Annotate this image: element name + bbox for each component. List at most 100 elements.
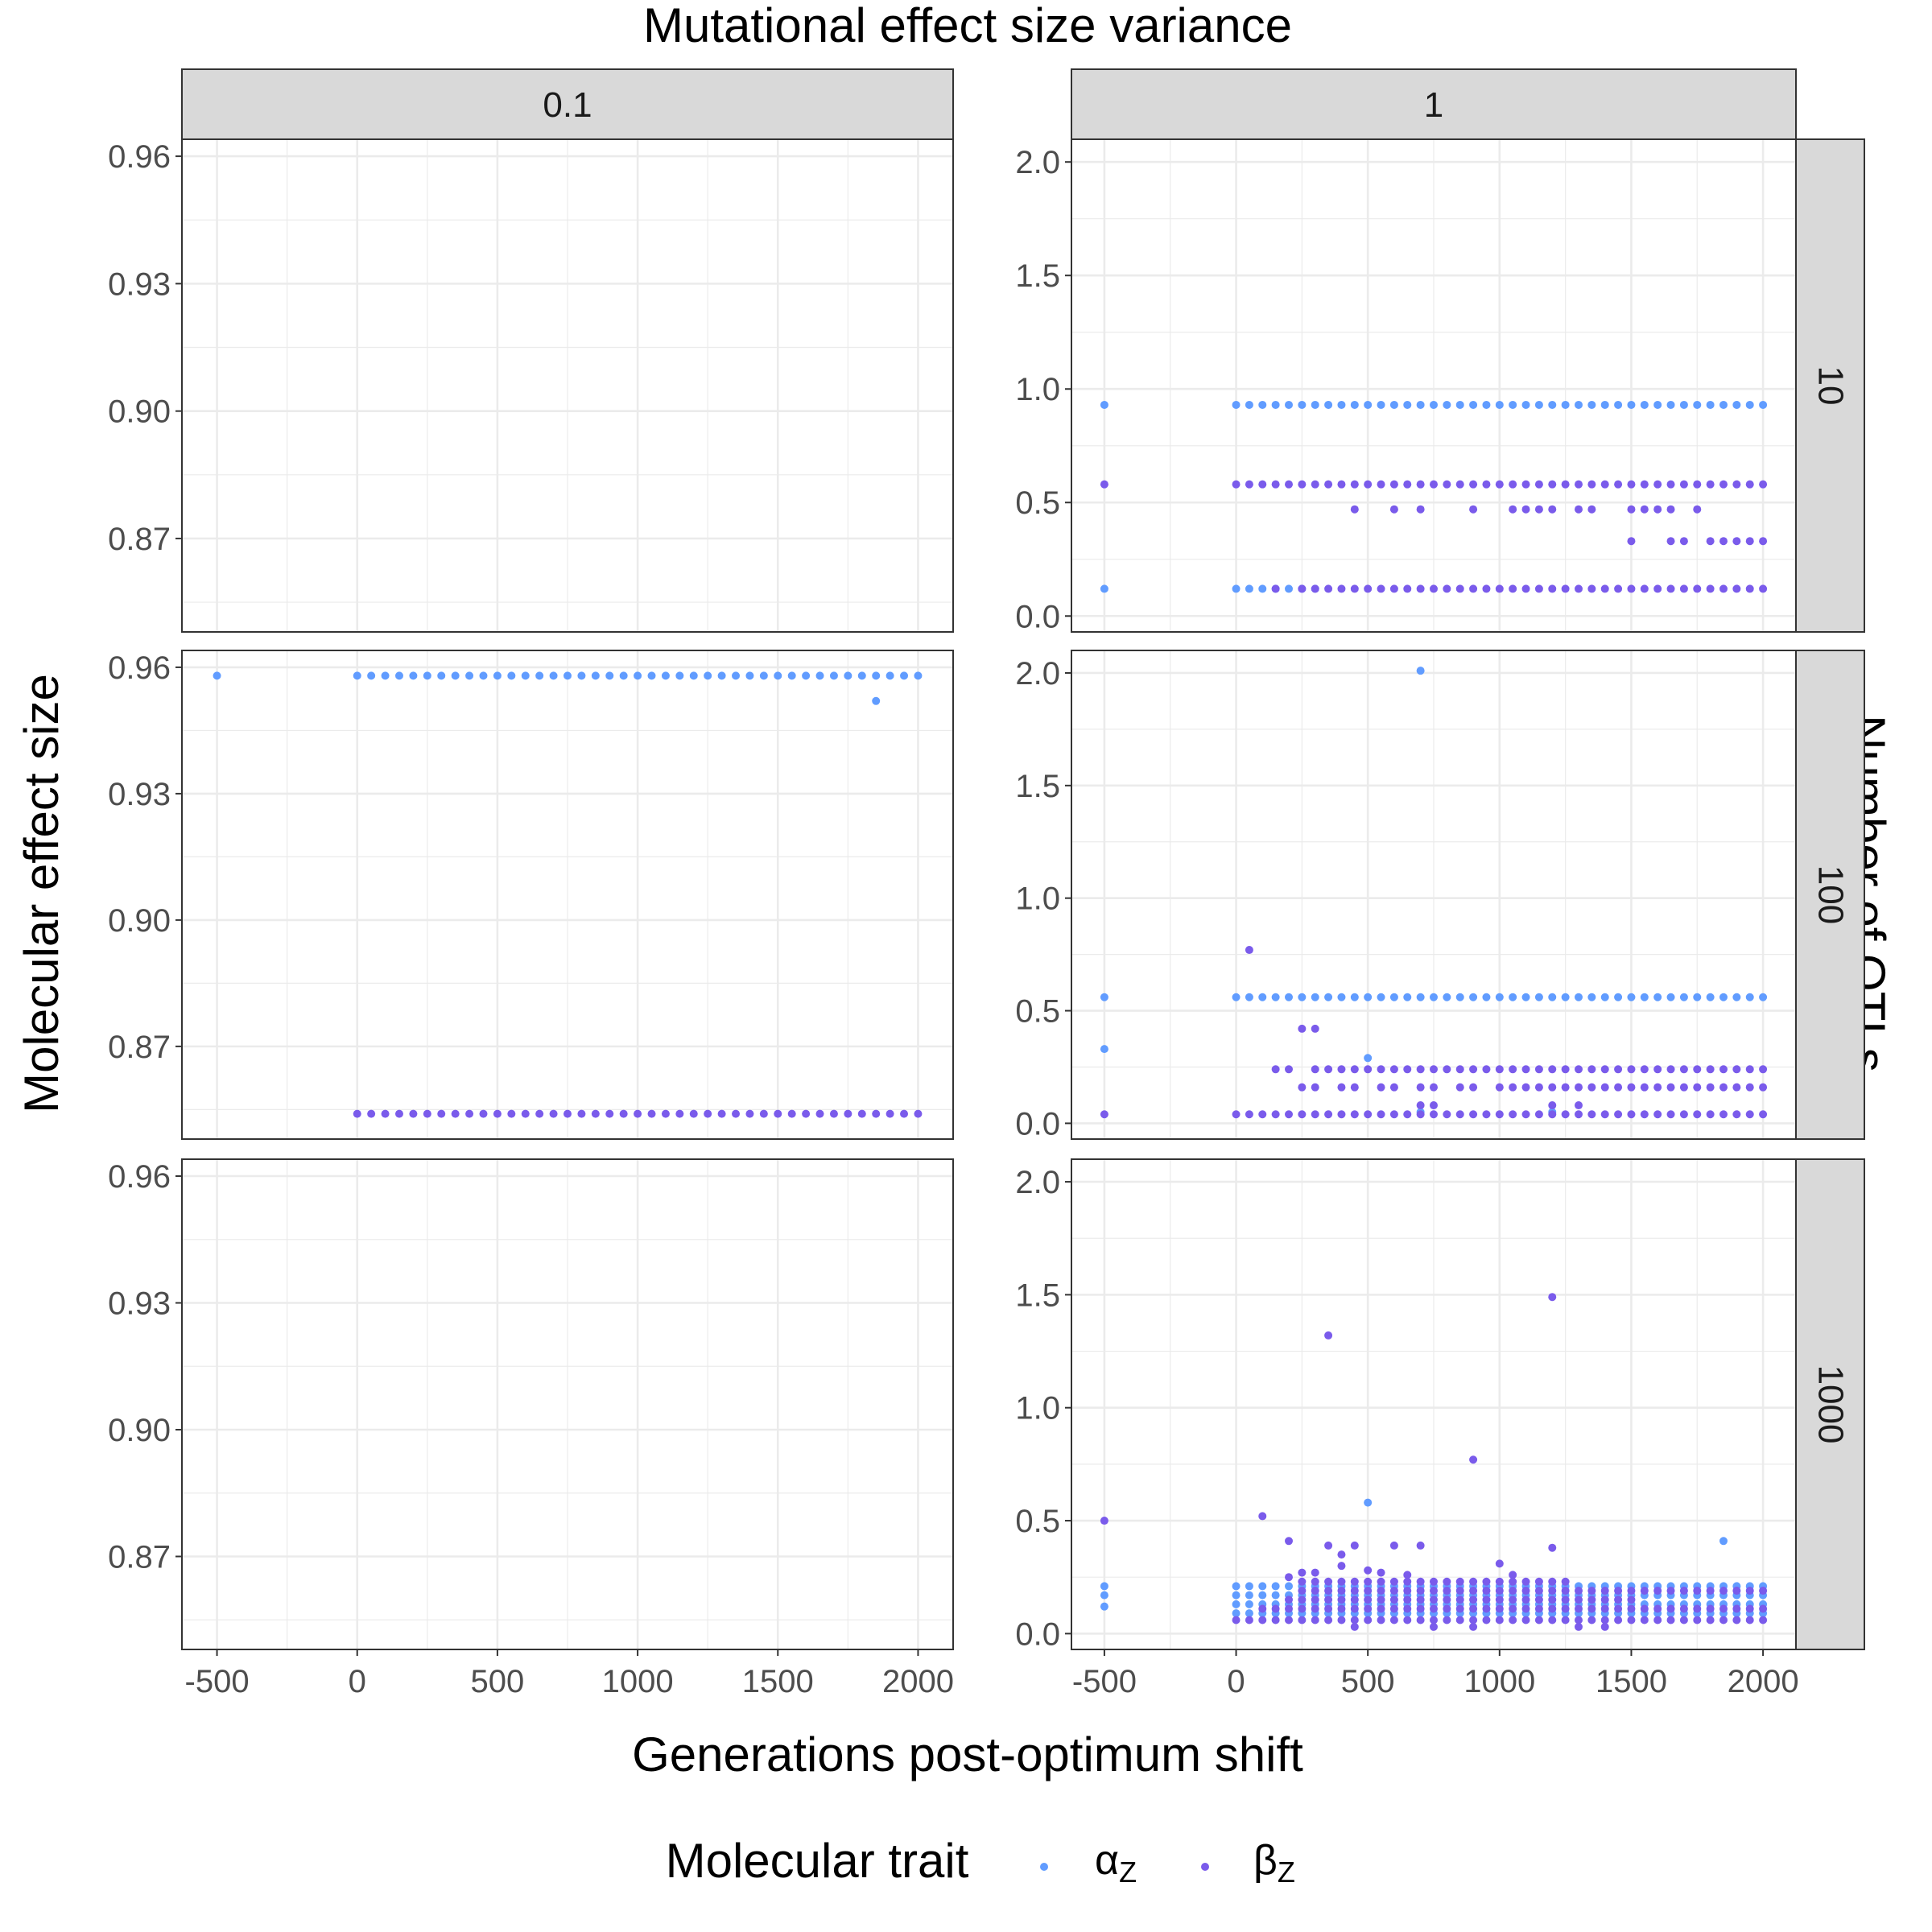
data-point-beta bbox=[1706, 1587, 1715, 1596]
data-point-alpha bbox=[1548, 400, 1557, 409]
data-point-beta bbox=[1245, 1616, 1253, 1624]
y-tick-label: 0.5 bbox=[1015, 485, 1060, 521]
data-point-beta bbox=[1666, 584, 1675, 593]
data-point-alpha bbox=[1100, 400, 1108, 409]
data-point-alpha bbox=[732, 671, 741, 680]
data-point-alpha bbox=[1403, 993, 1412, 1001]
data-point-beta bbox=[759, 1109, 768, 1118]
data-point-alpha bbox=[1759, 400, 1768, 409]
data-point-alpha bbox=[1364, 993, 1373, 1001]
data-point-beta bbox=[1389, 1083, 1398, 1092]
data-point-beta bbox=[1455, 480, 1464, 489]
data-point-beta bbox=[1430, 1065, 1438, 1074]
y-tick-label: 1.5 bbox=[1015, 1278, 1060, 1313]
data-point-beta bbox=[1311, 1587, 1319, 1596]
panel-border bbox=[181, 138, 954, 633]
data-point-alpha bbox=[1311, 993, 1319, 1001]
data-point-beta bbox=[1640, 1065, 1649, 1074]
data-point-beta bbox=[1627, 537, 1636, 546]
data-point-beta bbox=[1679, 1616, 1688, 1624]
data-point-alpha bbox=[1430, 993, 1438, 1001]
data-point-beta bbox=[1324, 1331, 1333, 1340]
data-point-beta bbox=[1298, 480, 1307, 489]
data-point-beta bbox=[1350, 584, 1359, 593]
data-point-beta bbox=[1311, 1083, 1319, 1092]
y-tick-label: 1.0 bbox=[1015, 881, 1060, 917]
data-point-alpha bbox=[451, 671, 460, 680]
data-point-beta bbox=[1350, 1622, 1359, 1631]
data-point-beta bbox=[1364, 1566, 1373, 1575]
data-point-beta bbox=[1430, 1110, 1438, 1119]
data-point-beta bbox=[1548, 1293, 1557, 1302]
data-point-beta bbox=[1495, 1110, 1504, 1119]
data-point-alpha bbox=[1350, 993, 1359, 1001]
y-tick-label: 0.87 bbox=[108, 522, 171, 557]
data-point-beta bbox=[1495, 1587, 1504, 1596]
data-point-beta bbox=[1548, 1065, 1557, 1074]
data-point-beta bbox=[634, 1109, 642, 1118]
data-point-beta bbox=[1666, 1065, 1675, 1074]
y-tick-label: 2.0 bbox=[1015, 145, 1060, 180]
data-point-beta bbox=[1455, 1596, 1464, 1604]
data-point-alpha bbox=[1271, 993, 1280, 1001]
data-point-beta bbox=[1389, 1587, 1398, 1596]
data-point-beta bbox=[1732, 1110, 1741, 1119]
data-point-beta bbox=[787, 1109, 796, 1118]
data-point-beta bbox=[1666, 1604, 1675, 1613]
data-point-beta bbox=[1311, 584, 1319, 593]
data-point-beta bbox=[1258, 1604, 1267, 1613]
data-point-beta bbox=[1706, 1616, 1715, 1624]
data-point-beta bbox=[1469, 1604, 1478, 1613]
data-point-alpha bbox=[1100, 1602, 1108, 1611]
data-point-beta bbox=[1653, 584, 1662, 593]
data-point-beta bbox=[1337, 1083, 1346, 1092]
data-point-beta bbox=[1364, 1577, 1373, 1586]
data-point-beta bbox=[1679, 584, 1688, 593]
data-point-beta bbox=[1666, 1083, 1675, 1092]
data-point-beta bbox=[1759, 1110, 1768, 1119]
data-point-beta bbox=[1693, 1110, 1702, 1119]
data-point-beta bbox=[1706, 537, 1715, 546]
data-point-beta bbox=[1693, 1065, 1702, 1074]
y-tick-label: 0.96 bbox=[108, 1159, 171, 1195]
y-tick-label: 0.87 bbox=[108, 1030, 171, 1065]
data-point-beta bbox=[1416, 1083, 1425, 1092]
data-point-beta bbox=[1693, 1616, 1702, 1624]
data-point-beta bbox=[1285, 1604, 1293, 1613]
data-point-beta bbox=[1575, 1065, 1583, 1074]
data-point-beta bbox=[1534, 505, 1543, 514]
facet-panel: 0.87 0.90 0.93 0.96 -500 0 500 1000 1500 2000 bbox=[108, 1158, 954, 1699]
data-point-alpha bbox=[787, 671, 796, 680]
data-point-beta bbox=[1719, 1616, 1728, 1624]
data-point-beta bbox=[1587, 1587, 1596, 1596]
data-point-beta bbox=[1364, 1065, 1373, 1074]
data-point-alpha bbox=[423, 671, 431, 680]
data-point-alpha bbox=[900, 671, 909, 680]
data-point-beta bbox=[1693, 480, 1702, 489]
data-point-alpha bbox=[1245, 1582, 1253, 1591]
data-point-alpha bbox=[1732, 400, 1741, 409]
data-point-beta bbox=[1469, 1622, 1478, 1631]
data-point-beta bbox=[1100, 1110, 1108, 1119]
data-point-beta bbox=[1364, 1604, 1373, 1613]
panel-border bbox=[1071, 650, 1797, 1140]
data-point-alpha bbox=[1403, 400, 1412, 409]
data-point-alpha bbox=[381, 671, 390, 680]
data-point-alpha bbox=[844, 671, 852, 680]
data-point-alpha bbox=[1719, 993, 1728, 1001]
data-point-alpha bbox=[1311, 400, 1319, 409]
data-point-beta bbox=[1430, 1587, 1438, 1596]
data-point-beta bbox=[1443, 584, 1451, 593]
y-tick-label: 0.0 bbox=[1015, 599, 1060, 634]
data-point-beta bbox=[1285, 1573, 1293, 1582]
data-point-beta bbox=[1548, 1604, 1557, 1613]
y-tick-label: 0.93 bbox=[108, 1286, 171, 1322]
data-point-beta bbox=[1455, 1065, 1464, 1074]
data-point-alpha bbox=[437, 671, 446, 680]
data-point-beta bbox=[1495, 1616, 1504, 1624]
data-point-beta bbox=[1627, 1065, 1636, 1074]
data-point-beta bbox=[1416, 1587, 1425, 1596]
data-point-beta bbox=[1324, 1616, 1333, 1624]
data-point-beta bbox=[1337, 1596, 1346, 1604]
data-point-alpha bbox=[1258, 1591, 1267, 1600]
